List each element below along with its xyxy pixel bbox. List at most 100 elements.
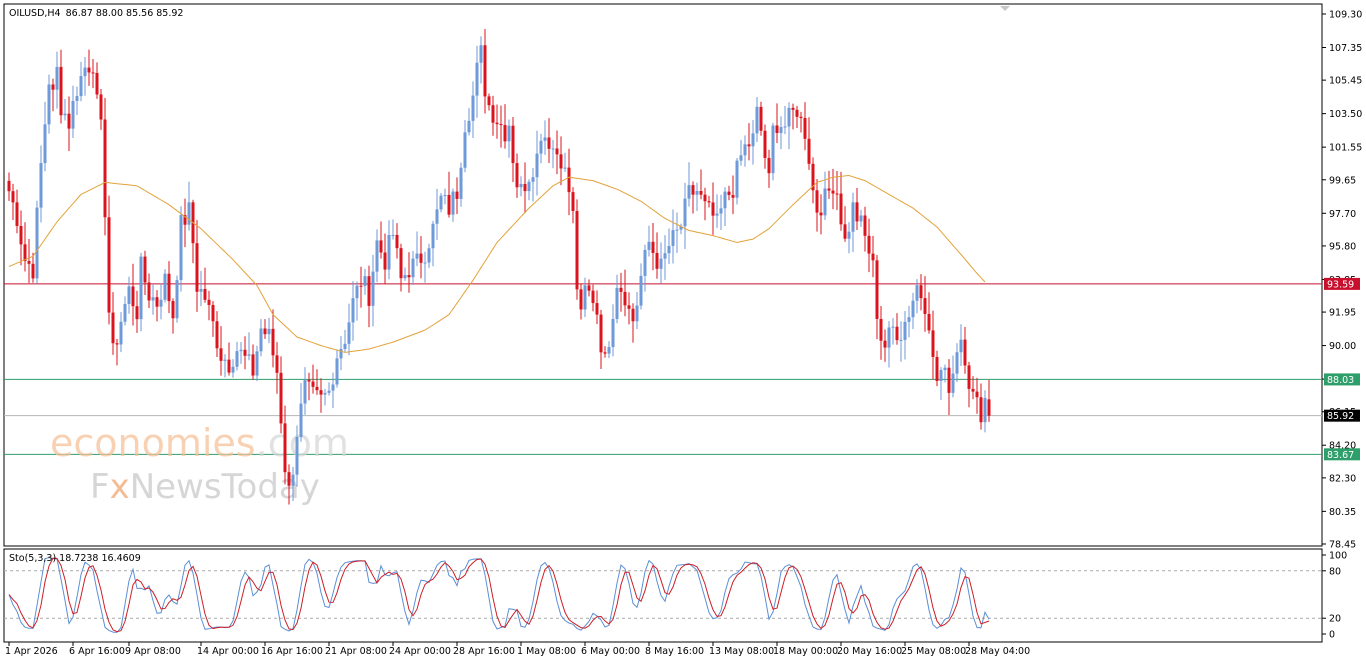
candle[interactable] <box>671 209 675 264</box>
candle[interactable] <box>607 341 611 359</box>
candle[interactable] <box>255 345 259 382</box>
candle[interactable] <box>367 265 371 328</box>
candle[interactable] <box>143 250 147 295</box>
candle[interactable] <box>543 120 547 155</box>
candle[interactable] <box>723 187 727 227</box>
stochastic-signal-line[interactable] <box>8 557 990 633</box>
candle[interactable] <box>743 135 747 167</box>
candle[interactable] <box>707 195 711 208</box>
candle[interactable] <box>423 251 427 283</box>
candle[interactable] <box>483 28 487 114</box>
candle[interactable] <box>283 405 287 485</box>
candle[interactable] <box>971 376 975 400</box>
candle[interactable] <box>571 187 575 224</box>
candle[interactable] <box>111 292 115 355</box>
candle[interactable] <box>843 206 847 242</box>
time-axis[interactable]: 1 Apr 2026 6 Apr 16:00 9 Apr 08:00 14 Apr 0… <box>5 642 1030 657</box>
candle[interactable] <box>35 200 39 284</box>
candle[interactable] <box>19 210 23 266</box>
candle[interactable] <box>23 222 27 272</box>
candle[interactable] <box>55 51 59 109</box>
candle[interactable] <box>683 182 687 250</box>
candle[interactable] <box>787 102 791 150</box>
candle[interactable] <box>547 118 551 163</box>
candle[interactable] <box>195 220 199 312</box>
stochastic-panel[interactable]: 100 80 20 0 Sto(5,3,3) 18.7238 16.4609 <box>3 548 1347 643</box>
candle[interactable] <box>659 242 663 284</box>
candle[interactable] <box>975 377 979 414</box>
candle[interactable] <box>15 189 19 234</box>
candle[interactable] <box>355 281 359 321</box>
candle[interactable] <box>171 298 175 334</box>
candle[interactable] <box>59 49 63 124</box>
candle[interactable] <box>947 359 951 416</box>
candle[interactable] <box>791 103 795 130</box>
candle[interactable] <box>615 274 619 324</box>
candle[interactable] <box>223 354 227 378</box>
candle[interactable] <box>383 233 387 284</box>
candle[interactable] <box>603 346 607 358</box>
candle[interactable] <box>411 250 415 285</box>
candle[interactable] <box>763 124 767 169</box>
candle[interactable] <box>379 221 383 259</box>
candle[interactable] <box>927 292 931 334</box>
scroll-marker-icon[interactable] <box>1000 6 1010 11</box>
candle[interactable] <box>899 321 903 362</box>
candle[interactable] <box>127 276 131 314</box>
candle[interactable] <box>863 206 867 252</box>
candle[interactable] <box>731 175 735 215</box>
candle[interactable] <box>579 283 583 320</box>
candle[interactable] <box>827 170 831 199</box>
candle[interactable] <box>235 341 239 371</box>
candle[interactable] <box>531 168 535 202</box>
candle[interactable] <box>679 223 683 235</box>
candle[interactable] <box>207 290 211 321</box>
candle[interactable] <box>867 218 871 273</box>
candle[interactable] <box>403 267 407 281</box>
candle[interactable] <box>427 243 431 268</box>
candle[interactable] <box>123 296 127 326</box>
candle[interactable] <box>667 228 671 264</box>
candle[interactable] <box>87 49 91 86</box>
candle[interactable] <box>339 336 343 371</box>
candle[interactable] <box>819 194 823 235</box>
candle[interactable] <box>951 355 955 398</box>
candle[interactable] <box>499 105 503 148</box>
candle[interactable] <box>507 119 511 158</box>
candle[interactable] <box>275 342 279 394</box>
candle[interactable] <box>511 117 515 183</box>
candle[interactable] <box>435 188 439 240</box>
candle[interactable] <box>247 332 251 361</box>
candle[interactable] <box>871 235 875 278</box>
candle[interactable] <box>463 119 467 173</box>
candle[interactable] <box>847 222 851 254</box>
candle[interactable] <box>103 97 107 236</box>
candle[interactable] <box>767 149 771 188</box>
candle[interactable] <box>663 235 667 280</box>
candle[interactable] <box>735 158 739 205</box>
candle[interactable] <box>915 279 919 314</box>
candle[interactable] <box>631 303 635 343</box>
candle[interactable] <box>347 303 351 356</box>
candle[interactable] <box>771 122 775 181</box>
candle[interactable] <box>31 252 35 283</box>
candle[interactable] <box>895 313 899 345</box>
candle[interactable] <box>331 372 335 409</box>
price-panel[interactable]: 109.30 107.35 105.45 103.50 101.55 99.65 97.70… <box>3 3 1362 551</box>
candle[interactable] <box>63 99 67 121</box>
candle[interactable] <box>407 252 411 293</box>
candle[interactable] <box>47 74 51 134</box>
candle[interactable] <box>807 117 811 170</box>
candle[interactable] <box>839 171 843 231</box>
candle[interactable] <box>299 383 303 442</box>
candle[interactable] <box>239 341 243 364</box>
candle[interactable] <box>151 283 155 315</box>
candle[interactable] <box>163 269 167 303</box>
candle[interactable] <box>227 342 231 376</box>
candle[interactable] <box>323 388 327 406</box>
candle[interactable] <box>687 162 691 207</box>
candle[interactable] <box>303 367 307 415</box>
candle[interactable] <box>399 243 403 292</box>
candle[interactable] <box>859 209 863 227</box>
candle[interactable] <box>503 104 507 149</box>
